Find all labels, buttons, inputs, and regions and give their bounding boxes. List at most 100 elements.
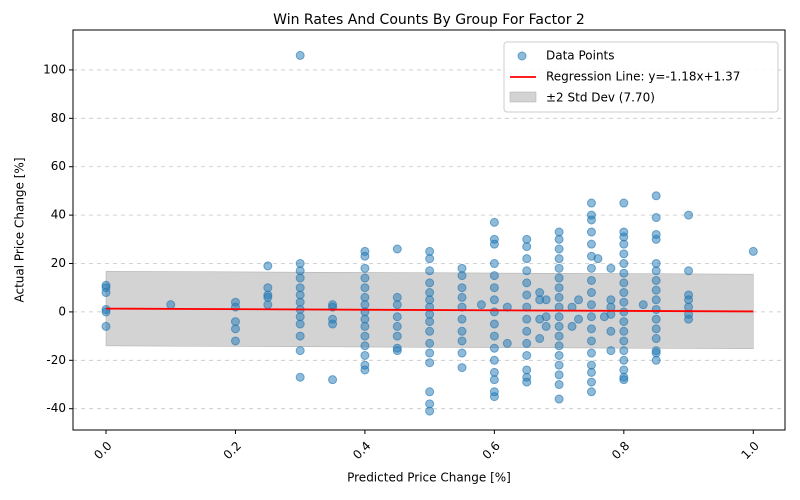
data-point <box>554 273 564 283</box>
data-point <box>489 343 499 353</box>
data-point <box>425 266 435 276</box>
data-point <box>522 314 532 324</box>
data-point <box>489 271 499 281</box>
legend-marker <box>517 51 527 61</box>
data-point <box>651 191 661 201</box>
data-point <box>425 254 435 264</box>
data-point <box>489 283 499 293</box>
data-point <box>586 377 596 387</box>
legend-label: ±2 Std Dev (7.70) <box>546 91 655 105</box>
data-point <box>457 326 467 336</box>
data-point <box>619 239 629 249</box>
data-point <box>328 319 338 329</box>
x-tick-label: 0.2 <box>221 439 244 462</box>
legend-label: Regression Line: y=-1.18x+1.37 <box>546 70 740 84</box>
data-point <box>651 314 661 324</box>
data-point <box>541 312 551 322</box>
data-point <box>425 406 435 416</box>
regression-line <box>106 307 754 313</box>
data-point <box>457 363 467 373</box>
data-point <box>619 355 629 365</box>
data-point <box>360 283 370 293</box>
data-point <box>489 355 499 365</box>
data-point <box>295 319 305 329</box>
y-tick-label: -20 <box>46 353 66 367</box>
data-point <box>489 259 499 269</box>
data-point <box>554 380 564 390</box>
data-point <box>263 261 273 271</box>
data-point <box>522 290 532 300</box>
data-point <box>554 350 564 360</box>
data-point <box>392 346 402 356</box>
y-tick-label: 80 <box>51 111 66 125</box>
data-point <box>684 210 694 220</box>
data-point <box>651 266 661 276</box>
data-point <box>360 321 370 331</box>
data-point <box>586 227 596 237</box>
data-point <box>392 300 402 310</box>
data-point <box>489 217 499 227</box>
data-point <box>651 234 661 244</box>
data-point <box>651 295 661 305</box>
data-point <box>554 394 564 404</box>
data-point <box>328 375 338 385</box>
data-point <box>554 370 564 380</box>
data-point <box>586 300 596 310</box>
data-point <box>651 213 661 223</box>
data-point <box>593 254 603 264</box>
data-point <box>619 375 629 385</box>
data-point <box>619 259 629 269</box>
data-point <box>651 334 661 344</box>
data-point <box>586 263 596 273</box>
x-tick-label: 1.0 <box>738 439 761 462</box>
data-point <box>586 198 596 208</box>
data-point <box>425 387 435 397</box>
data-point <box>489 392 499 402</box>
data-point <box>586 324 596 334</box>
data-point <box>101 321 111 331</box>
data-point <box>522 254 532 264</box>
data-point <box>457 283 467 293</box>
data-point <box>457 271 467 281</box>
data-point <box>295 372 305 382</box>
data-point <box>522 326 532 336</box>
data-point <box>586 348 596 358</box>
legend-box <box>503 41 779 113</box>
data-point <box>651 355 661 365</box>
data-point <box>489 307 499 317</box>
data-point <box>651 304 661 314</box>
data-point <box>392 244 402 254</box>
data-point <box>586 275 596 285</box>
x-tick-label: 0.0 <box>91 439 114 462</box>
data-point <box>457 336 467 346</box>
data-point <box>586 215 596 225</box>
data-point <box>554 341 564 351</box>
data-point <box>425 338 435 348</box>
data-point <box>619 297 629 307</box>
data-point <box>619 317 629 327</box>
data-point <box>554 244 564 254</box>
data-point <box>457 292 467 302</box>
data-point <box>554 331 564 341</box>
x-tick-label: 0.6 <box>480 439 503 462</box>
chart-title: Win Rates And Counts By Group For Factor… <box>273 12 585 28</box>
data-point <box>360 263 370 273</box>
data-point <box>619 278 629 288</box>
y-axis-label: Actual Price Change [%] <box>13 157 27 302</box>
data-point <box>263 300 273 310</box>
data-point <box>586 288 596 298</box>
y-tick-label: 60 <box>51 159 66 173</box>
data-point <box>522 278 532 288</box>
data-point <box>360 331 370 341</box>
legend-label: Data Points <box>546 49 615 63</box>
data-point <box>166 300 176 310</box>
data-point <box>489 375 499 385</box>
y-tick-label: 40 <box>51 208 66 222</box>
data-point <box>295 273 305 283</box>
data-point <box>586 387 596 397</box>
data-point <box>476 300 486 310</box>
data-point <box>230 324 240 334</box>
data-point <box>684 314 694 324</box>
data-point <box>425 326 435 336</box>
data-point <box>360 365 370 375</box>
